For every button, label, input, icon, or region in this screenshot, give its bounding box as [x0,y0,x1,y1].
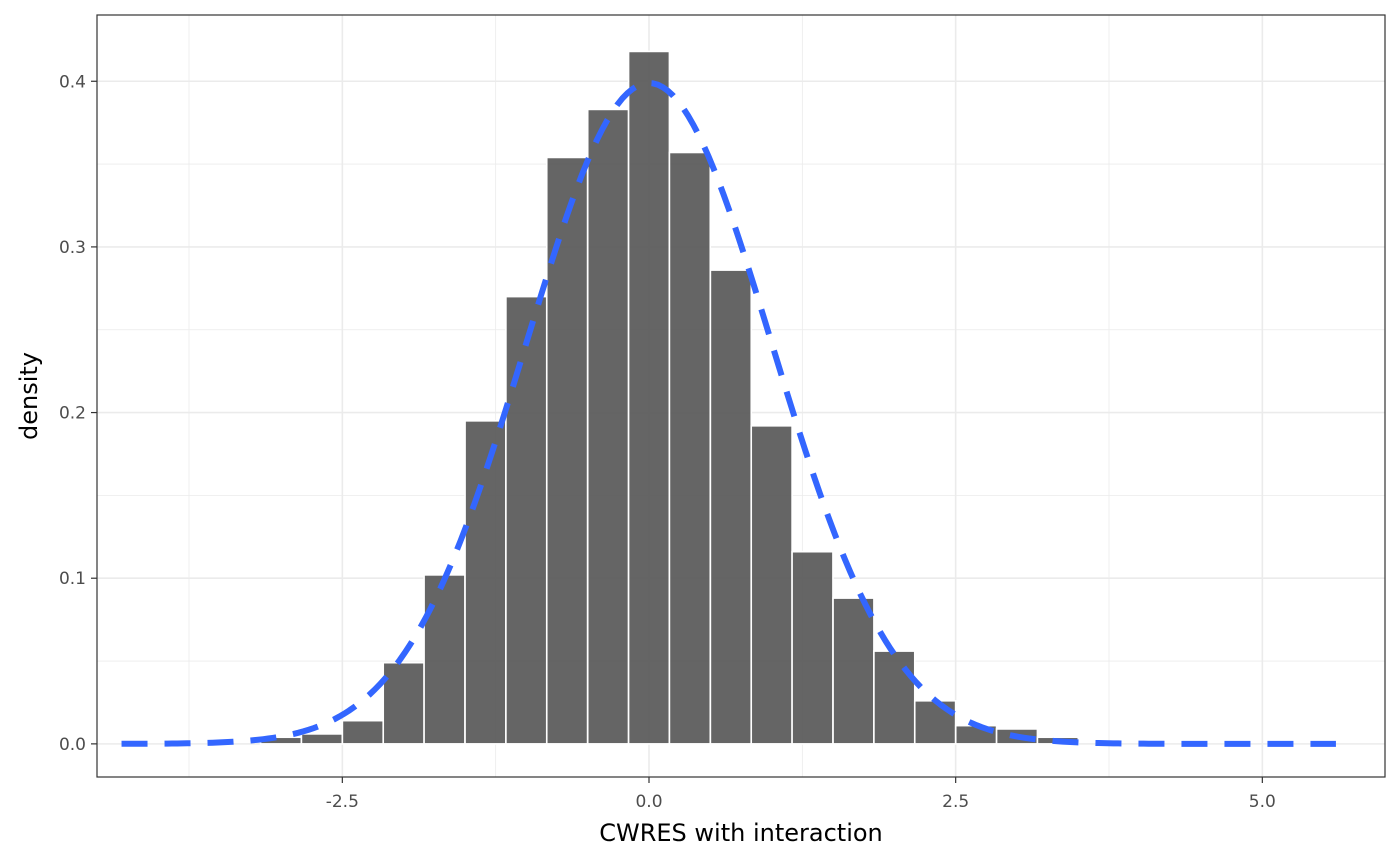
x-tick-label: 0.0 [635,792,662,812]
histogram-bar [750,425,793,745]
histogram-bar [668,151,712,745]
histogram-bar [791,550,834,745]
x-axis-ticks: -2.5 0.0 2.5 5.0 [326,777,1276,812]
histogram-bar [382,661,425,745]
histogram-bar [832,597,875,745]
histogram-bar [873,650,916,745]
y-tick-label: 0.3 [59,238,86,258]
x-tick-label: 5.0 [1249,792,1276,812]
y-tick-label: 0.1 [59,569,86,589]
plot-panel-border [96,14,1386,778]
histogram-bar [545,156,589,745]
histogram-bar [709,269,753,745]
histogram-bar [464,420,507,745]
histogram-bar [586,108,630,745]
y-tick-label: 0.4 [59,72,86,92]
y-axis-title: density [15,352,43,440]
histogram-bar [913,699,957,745]
density-curve-line [121,80,1336,747]
y-tick-label: 0.0 [59,735,86,755]
y-tick-label: 0.2 [59,404,86,424]
histogram-bars [259,50,1080,745]
y-axis-ticks: 0.0 0.1 0.2 0.3 0.4 [59,72,97,755]
histogram-bar [627,50,671,745]
normal-density-curve [121,80,1336,747]
histogram-bar [505,295,548,745]
x-axis-title: CWRES with interaction [599,819,883,847]
histogram-bar [300,733,344,745]
histogram-bar [341,719,385,745]
x-tick-label: -2.5 [326,792,359,812]
x-tick-label: 2.5 [942,792,969,812]
histogram-bar [423,574,466,745]
